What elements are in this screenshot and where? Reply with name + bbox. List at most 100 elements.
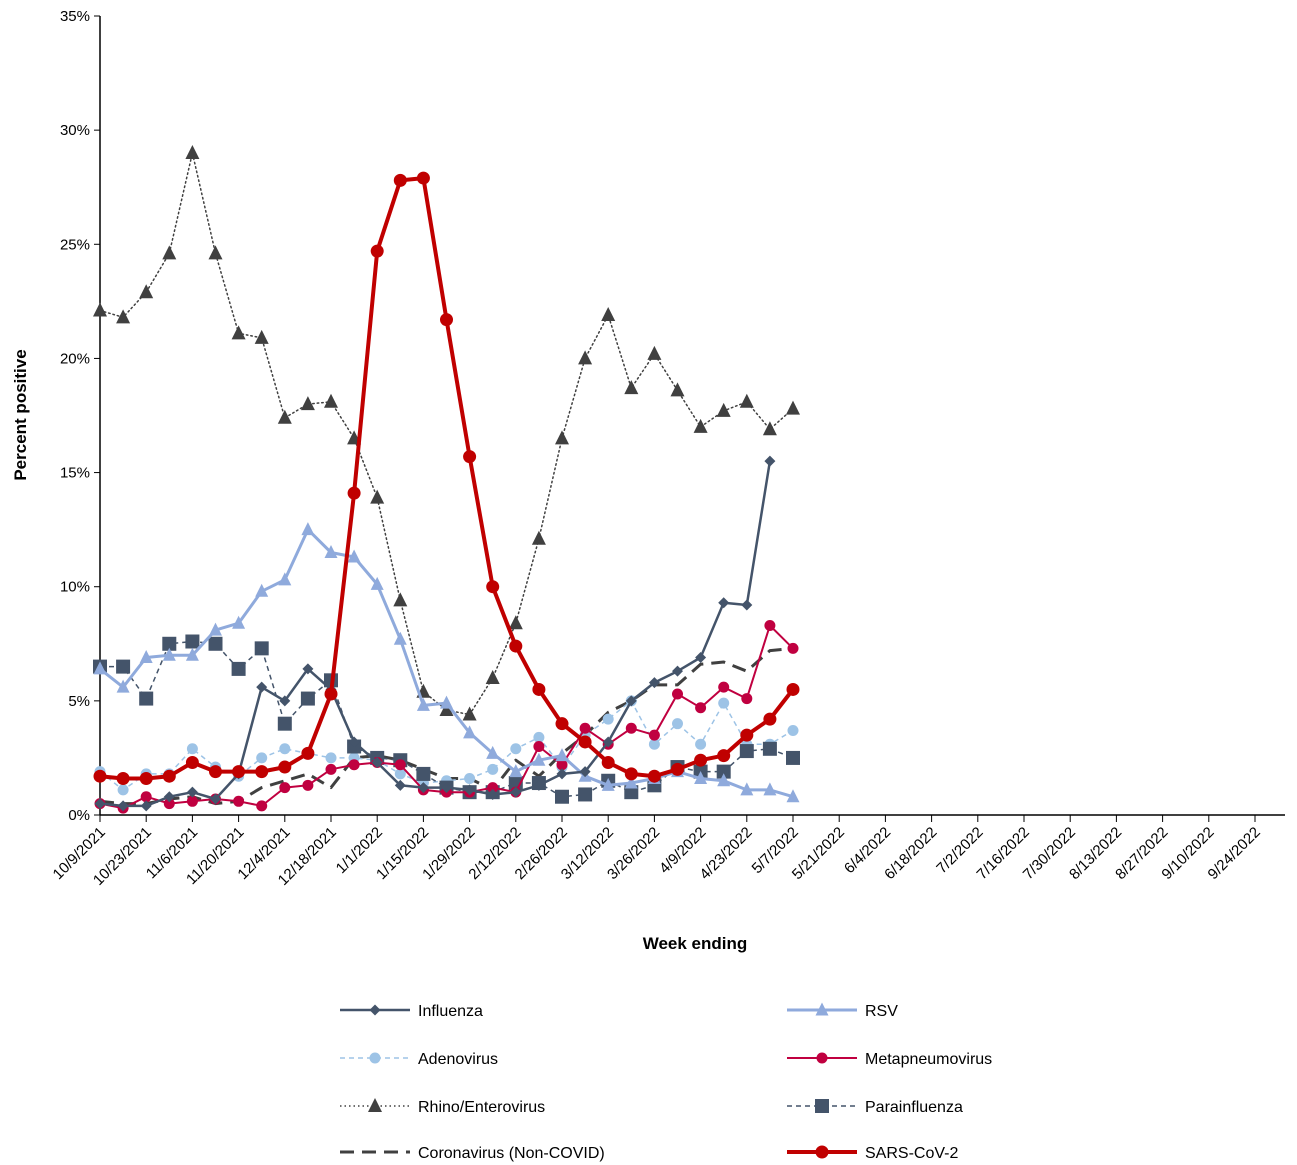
data-point: [786, 750, 800, 765]
data-point: [139, 649, 153, 663]
legend-item: Adenovirus: [340, 1051, 498, 1068]
data-point: [279, 695, 291, 707]
data-point: [578, 735, 592, 749]
data-point: [717, 749, 731, 763]
legend-item: RSV: [787, 1002, 898, 1020]
data-point: [579, 722, 591, 734]
data-point: [439, 701, 454, 716]
data-point: [693, 418, 708, 433]
data-point: [648, 738, 660, 750]
data-point: [302, 779, 314, 791]
data-point: [185, 144, 200, 159]
data-point: [762, 421, 777, 436]
data-point: [256, 681, 268, 693]
data-point: [302, 663, 314, 675]
y-tick-label: 15%: [60, 465, 90, 482]
data-point: [508, 615, 523, 630]
data-point: [464, 784, 476, 796]
data-point: [533, 731, 545, 743]
data-point: [672, 688, 683, 700]
data-point: [185, 755, 199, 769]
data-point: [463, 725, 477, 739]
data-point: [116, 771, 130, 785]
data-point: [324, 544, 338, 558]
data-point: [231, 661, 246, 676]
legend: Influenza RSV Adenovirus Metapneumovirus Rhi…: [340, 1002, 992, 1162]
data-point: [786, 682, 800, 696]
data-point: [94, 798, 106, 810]
legend-swatch-marker: [815, 1002, 829, 1016]
data-point: [394, 759, 406, 771]
data-point: [117, 800, 129, 812]
data-point: [441, 782, 452, 794]
data-point: [485, 670, 500, 685]
y-tick-label: 20%: [60, 350, 90, 367]
series-rhino-enterovirus: [93, 144, 800, 721]
data-point: [93, 661, 107, 675]
data-point: [762, 741, 777, 756]
data-point: [533, 779, 545, 791]
data-point: [601, 777, 615, 791]
data-point: [277, 409, 292, 424]
data-point: [739, 744, 754, 759]
data-point: [579, 766, 591, 778]
data-point: [672, 718, 683, 730]
y-tick-label: 10%: [60, 579, 90, 596]
data-point: [208, 245, 223, 260]
data-point: [370, 489, 385, 504]
data-point: [670, 382, 685, 397]
data-point: [163, 798, 175, 810]
data-point: [718, 697, 730, 709]
data-point: [139, 284, 154, 299]
data-point: [763, 782, 777, 796]
data-point: [624, 767, 638, 781]
data-point: [741, 599, 753, 611]
data-point: [601, 307, 616, 322]
data-point: [716, 764, 731, 779]
data-point: [324, 393, 338, 408]
data-point: [300, 396, 315, 411]
data-point: [510, 743, 522, 755]
data-point: [163, 791, 175, 803]
data-point: [763, 712, 777, 726]
data-point: [210, 793, 221, 805]
data-point: [185, 647, 199, 661]
data-point: [740, 782, 754, 796]
data-point: [116, 659, 131, 674]
data-point: [116, 309, 131, 324]
data-point: [532, 752, 546, 766]
data-point: [348, 759, 360, 771]
series-line: [99, 176, 795, 781]
data-point: [347, 486, 361, 500]
data-point: [370, 576, 384, 590]
data-point: [162, 647, 176, 661]
data-point: [139, 771, 153, 785]
data-point: [254, 641, 269, 656]
data-point: [325, 763, 337, 775]
data-point: [348, 736, 360, 748]
legend-item: Rhino/Enterovirus: [340, 1098, 545, 1116]
data-point: [487, 782, 499, 794]
data-point: [255, 765, 269, 779]
data-point: [186, 795, 198, 807]
data-point: [416, 697, 430, 711]
legend-item: SARS-CoV-2: [787, 1145, 958, 1162]
data-point: [300, 691, 315, 706]
data-point: [695, 651, 707, 663]
data-point: [533, 741, 545, 753]
legend-item: Influenza: [340, 1003, 483, 1020]
data-point: [324, 687, 338, 701]
data-point: [648, 729, 660, 741]
legend-item: Parainfluenza: [787, 1099, 963, 1116]
data-point: [740, 728, 754, 742]
x-axis-title: Week ending: [643, 934, 748, 953]
legend-label: Rhino/Enterovirus: [418, 1099, 545, 1116]
data-point: [602, 713, 614, 725]
data-point: [393, 631, 407, 645]
legend-label: Coronavirus (Non-COVID): [418, 1145, 605, 1162]
data-point: [625, 722, 637, 734]
data-point: [93, 769, 107, 783]
data-point: [556, 759, 568, 771]
data-point: [140, 800, 152, 812]
